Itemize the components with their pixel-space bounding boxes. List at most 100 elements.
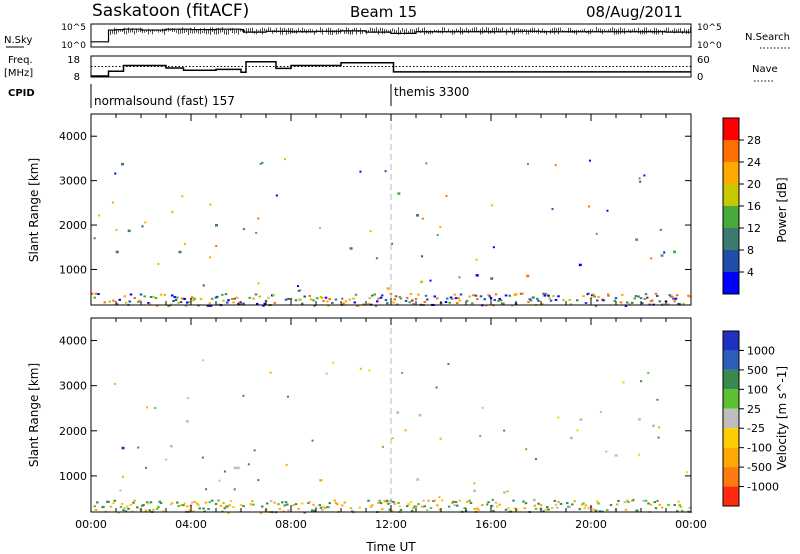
scatter-cell [185, 420, 189, 423]
scatter-cell [644, 293, 648, 296]
scatter-cell [209, 203, 212, 206]
scatter-cell [644, 499, 648, 502]
scatter-cell [582, 502, 585, 505]
scatter-cell [231, 298, 234, 301]
scatter-cell [93, 237, 96, 240]
scatter-cell [311, 509, 314, 512]
scatter-cell [588, 205, 591, 208]
scatter-cell [617, 499, 620, 502]
scatter-cell [284, 298, 288, 301]
scatter-cell [229, 500, 233, 503]
scatter-cell [632, 498, 635, 501]
scatter-cell [409, 293, 413, 296]
scatter-cell [303, 295, 306, 298]
scatter-cell [639, 180, 642, 183]
scatter-cell [297, 507, 300, 510]
scatter-cell [381, 294, 384, 297]
scatter-cell [488, 295, 491, 298]
scatter-cell [93, 296, 96, 299]
scatter-cell [142, 504, 145, 507]
scatter-cell [537, 502, 540, 505]
scatter-cell [418, 413, 422, 417]
scatter-cell [236, 466, 240, 470]
scatter-cell [456, 302, 459, 305]
scatter-cell [676, 294, 679, 297]
scatter-cell [126, 505, 129, 508]
scatter-cell [273, 501, 276, 504]
scatter-cell [568, 506, 571, 509]
scatter-cell [573, 500, 576, 503]
scatter-cell [334, 501, 338, 504]
scatter-cell [451, 502, 454, 505]
scatter-cell [353, 301, 356, 304]
scatter-cell [242, 228, 245, 231]
scatter-cell [98, 214, 101, 217]
scatter-cell [526, 162, 529, 165]
x-tick-label: 00:00 [675, 518, 707, 531]
scatter-cell [607, 293, 610, 296]
colorbar-tick-label: 100 [747, 383, 768, 396]
scatter-cell [169, 444, 173, 448]
scatter-cell [111, 201, 114, 204]
scatter-cell [218, 479, 221, 482]
scatter-cell [367, 302, 370, 305]
scatter-cell [492, 246, 495, 249]
scatter-cell [377, 297, 380, 300]
scatter-cell [566, 502, 569, 505]
time-axis-label: Time UT [365, 540, 416, 554]
scatter-cell [533, 504, 536, 507]
scatter-cell [516, 508, 519, 511]
scatter-cell [534, 507, 538, 510]
velocity-y-axis: 1000 2000 3000 4000 [59, 335, 691, 483]
scatter-cell [576, 299, 579, 302]
scatter-cell [532, 498, 536, 502]
scatter-cell [438, 508, 441, 511]
scatter-cell [586, 293, 589, 296]
scatter-cell [433, 295, 436, 298]
scatter-cell [543, 294, 546, 297]
y-tick-label: 3000 [59, 175, 87, 188]
scatter-cell [524, 502, 528, 505]
scatter-cell [186, 505, 189, 508]
freq-label: Freq. [8, 55, 33, 66]
scatter-cell [426, 298, 429, 301]
scatter-cell [688, 295, 691, 298]
scatter-cell [137, 300, 140, 303]
scatter-cell [503, 429, 506, 432]
scatter-cell [323, 507, 326, 510]
velocity-colorbar-swatch [723, 350, 739, 370]
scatter-cell [297, 285, 300, 288]
scatter-cell [392, 500, 395, 503]
scatter-cell [527, 301, 530, 304]
scatter-cell [468, 499, 471, 502]
scatter-cell [397, 501, 400, 504]
scatter-cell [446, 297, 449, 300]
scatter-cell [667, 503, 670, 506]
velocity-colorbar-ticks: 1000 500 100 25 -25 -100 -500 -1000 [739, 344, 779, 494]
x-tick-label: 20:00 [575, 518, 607, 531]
scatter-cell [523, 507, 526, 510]
scatter-cell [313, 304, 316, 307]
scatter-cell [448, 301, 451, 304]
scatter-cell [557, 416, 560, 419]
scatter-cell [128, 300, 131, 303]
scatter-cell [133, 499, 136, 502]
scatter-cell [436, 234, 439, 237]
scatter-cell [508, 294, 511, 297]
scatter-cell [407, 503, 410, 506]
scatter-cell [598, 510, 601, 513]
scatter-cell [420, 255, 423, 258]
scatter-cell [264, 299, 268, 302]
scatter-cell [417, 503, 420, 506]
scatter-cell [344, 300, 348, 303]
scatter-cell [232, 301, 235, 304]
scatter-cell [202, 284, 205, 287]
scatter-cell [456, 504, 459, 507]
scatter-cell [685, 471, 688, 474]
scatter-cell [283, 158, 286, 161]
scatter-cell [259, 162, 262, 165]
scatter-cell [137, 446, 140, 449]
scatter-cell [492, 509, 495, 512]
scatter-cell [398, 296, 401, 299]
